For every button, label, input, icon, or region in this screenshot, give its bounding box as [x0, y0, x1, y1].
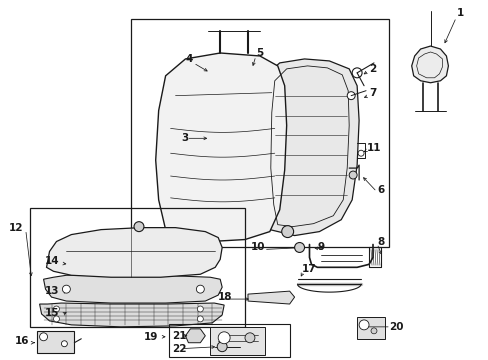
Text: 15: 15 [45, 308, 60, 318]
Text: 4: 4 [184, 54, 192, 64]
Circle shape [134, 222, 143, 231]
Text: 1: 1 [455, 8, 463, 18]
Circle shape [62, 285, 70, 293]
Circle shape [357, 150, 364, 156]
Circle shape [294, 243, 304, 252]
Polygon shape [262, 59, 358, 235]
Text: 10: 10 [250, 243, 264, 252]
Text: 16: 16 [15, 336, 30, 346]
Bar [37, 331, 74, 353]
Text: 8: 8 [376, 237, 384, 247]
Circle shape [217, 342, 226, 352]
Circle shape [351, 68, 361, 78]
Text: 17: 17 [301, 264, 316, 274]
Text: 6: 6 [376, 185, 384, 195]
Circle shape [346, 92, 354, 100]
Polygon shape [185, 329, 205, 343]
Bar [210, 327, 264, 355]
Polygon shape [43, 275, 222, 303]
Polygon shape [46, 228, 222, 277]
Circle shape [281, 226, 293, 238]
Circle shape [197, 306, 203, 312]
Polygon shape [40, 303, 224, 327]
Text: 12: 12 [9, 222, 24, 233]
Text: 20: 20 [388, 322, 403, 332]
Polygon shape [155, 53, 286, 242]
Text: 3: 3 [181, 133, 188, 143]
Circle shape [40, 333, 47, 341]
Circle shape [218, 332, 230, 344]
Circle shape [196, 285, 204, 293]
Text: 11: 11 [366, 143, 381, 153]
Text: 18: 18 [218, 292, 232, 302]
Text: 14: 14 [45, 256, 60, 266]
Text: 19: 19 [144, 332, 158, 342]
Circle shape [61, 341, 67, 347]
Bar [356, 317, 384, 339]
Text: 9: 9 [317, 243, 324, 252]
Polygon shape [247, 291, 294, 304]
Bar [131, 19, 388, 247]
Text: 2: 2 [368, 64, 375, 74]
Polygon shape [411, 46, 447, 83]
Text: 22: 22 [172, 344, 187, 354]
Bar [168, 324, 289, 357]
Text: 5: 5 [255, 48, 263, 58]
Circle shape [53, 306, 60, 312]
Circle shape [244, 333, 254, 343]
Circle shape [197, 316, 203, 322]
Circle shape [348, 171, 356, 179]
Circle shape [358, 320, 368, 330]
Circle shape [53, 316, 60, 322]
Bar [30, 208, 244, 327]
Text: 7: 7 [368, 88, 376, 98]
Circle shape [370, 328, 376, 334]
Text: 21: 21 [172, 331, 187, 341]
Text: 13: 13 [45, 286, 60, 296]
